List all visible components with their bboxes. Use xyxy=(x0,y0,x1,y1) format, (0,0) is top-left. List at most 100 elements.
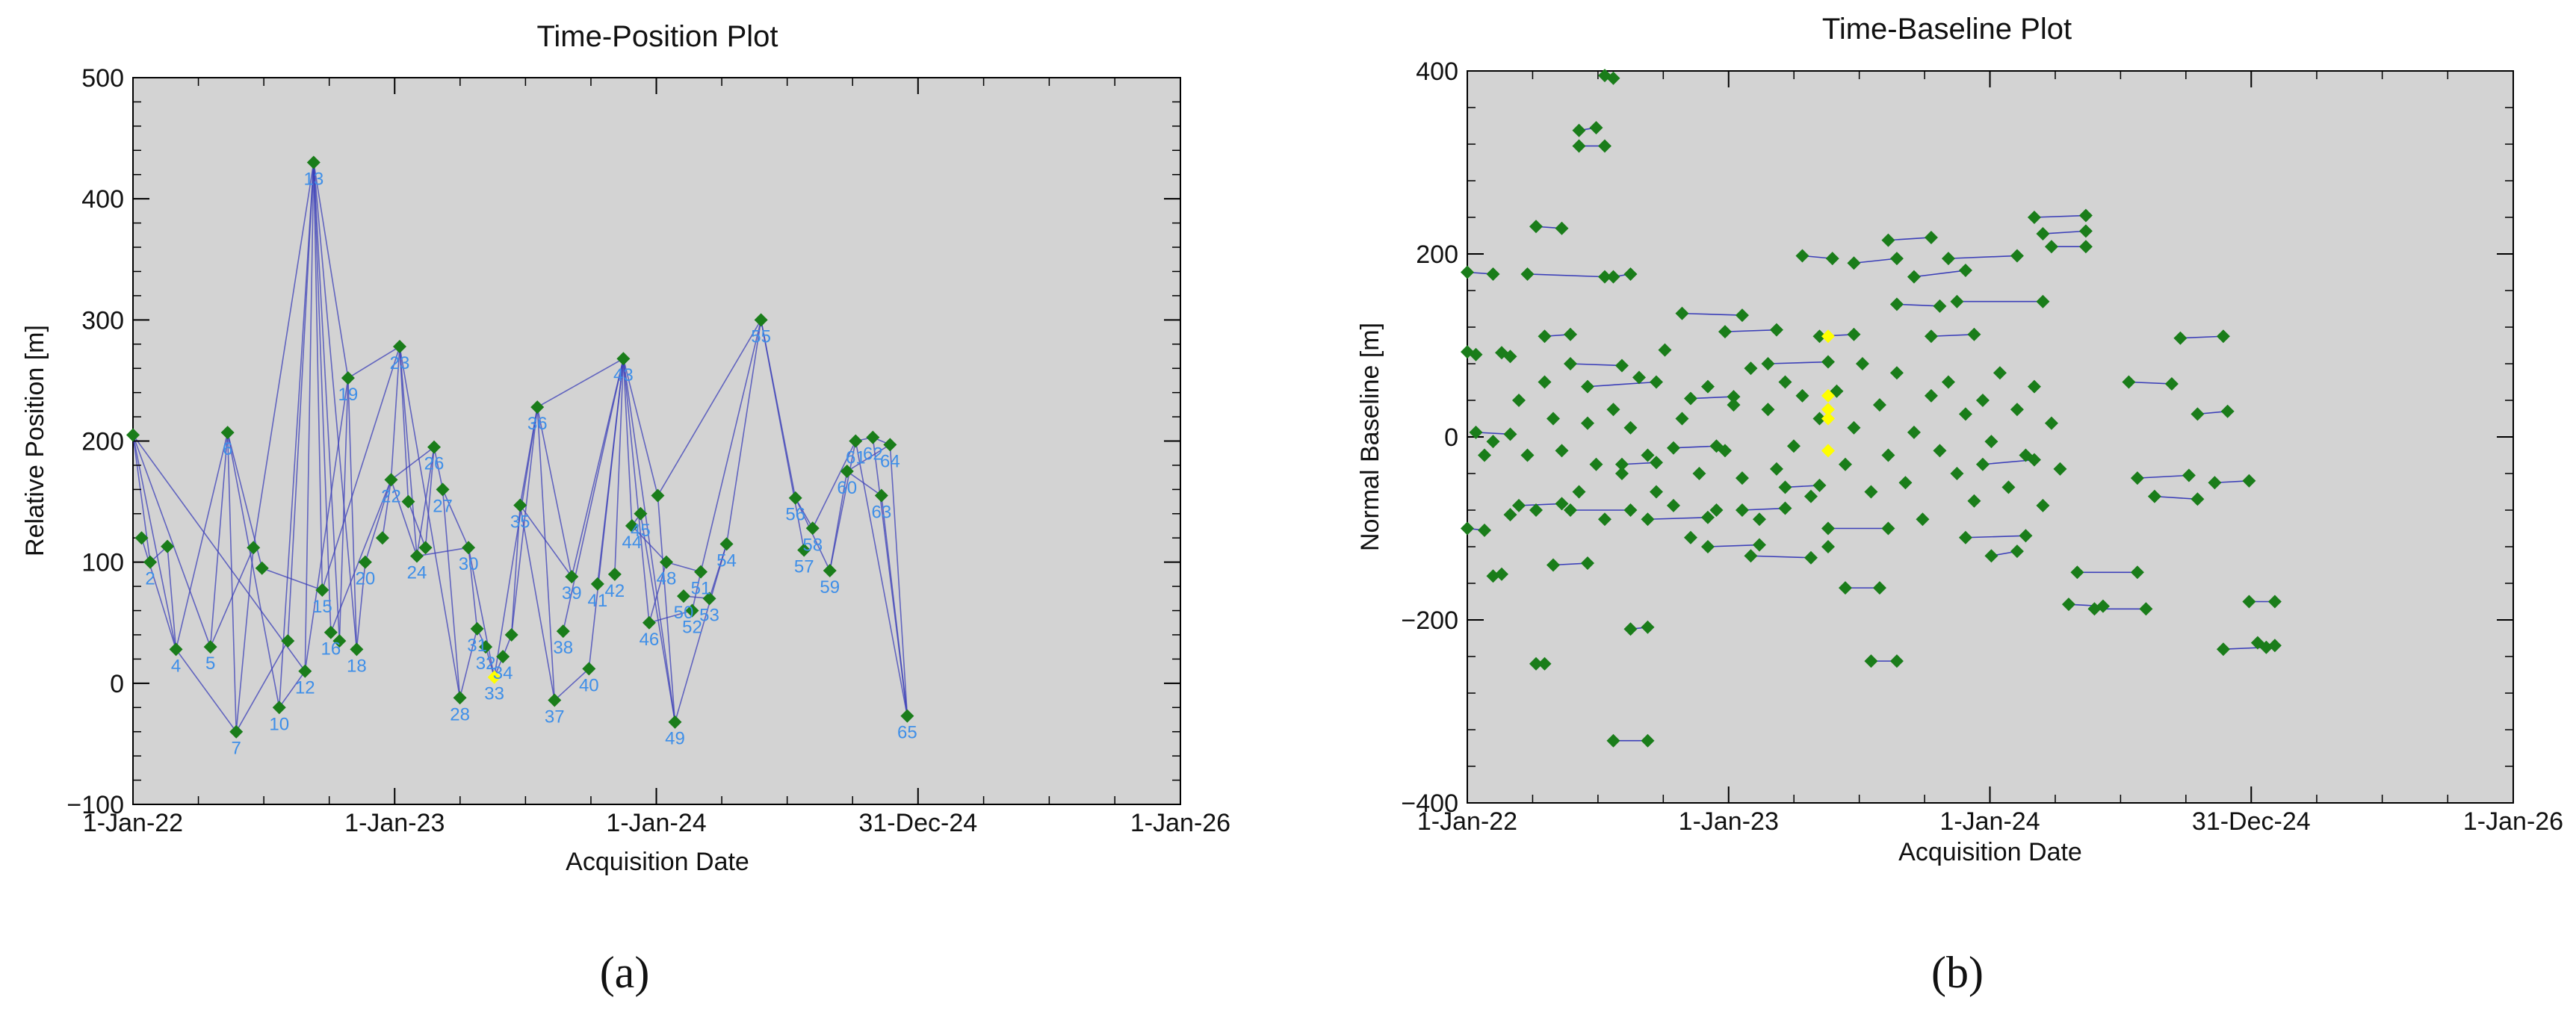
chart-a-xtick-label: 1-Jan-24 xyxy=(606,809,706,837)
chart-b-point xyxy=(1889,297,1904,311)
chart-a-edge xyxy=(279,671,306,708)
chart-a-ytick-label: 400 xyxy=(81,185,124,214)
chart-b-point xyxy=(1778,501,1792,515)
chart-a-edge xyxy=(416,547,469,557)
chart-b-point xyxy=(1907,270,1921,284)
chart-a-edge xyxy=(253,162,315,548)
chart-b-point xyxy=(2164,376,2179,391)
chart-a-title: Time-Position Plot xyxy=(536,20,778,53)
chart-a-edge xyxy=(140,537,177,650)
chart-a-edge xyxy=(235,547,255,732)
chart-b-point xyxy=(2061,598,2075,612)
chart-b-point xyxy=(1933,444,1947,458)
chart-a-point-label: 53 xyxy=(699,605,719,625)
chart-a-point xyxy=(607,567,622,581)
chart-b-point xyxy=(1718,444,1732,458)
chart-b-point xyxy=(2267,595,2282,609)
chart-a-edge xyxy=(519,504,572,577)
chart-a-edge xyxy=(313,162,358,650)
chart-a-edge xyxy=(622,359,659,496)
chart-b-point xyxy=(2087,602,2102,616)
chart-b-point xyxy=(2078,208,2093,223)
chart-a-edge xyxy=(390,446,435,481)
chart-a-edge xyxy=(167,546,177,650)
chart-a-point xyxy=(418,541,433,555)
chart-a-point-label: 37 xyxy=(545,707,565,727)
chart-b-point xyxy=(1700,540,1715,553)
chart-b-point xyxy=(1606,733,1620,748)
chart-b-title: Time-Baseline Plot xyxy=(1822,13,2072,46)
chart-b-point xyxy=(1494,567,1508,581)
chart-b-point xyxy=(1769,323,1783,337)
chart-a-point-label: 32 xyxy=(476,654,496,674)
chart-a-edge xyxy=(390,479,418,556)
chart-a-edge xyxy=(622,359,633,527)
chart-b-point xyxy=(2010,249,2024,263)
chart-b-pair-line xyxy=(1931,334,1975,338)
chart-a-point xyxy=(462,541,476,555)
chart-b-point xyxy=(1580,556,1594,571)
chart-a-edge xyxy=(132,435,211,648)
chart-b-point xyxy=(1967,494,1981,508)
chart-b-pair-line xyxy=(1854,258,1898,264)
chart-a-point xyxy=(453,691,467,705)
chart-b-ytick-label: 200 xyxy=(1416,240,1458,269)
chart-b-point xyxy=(2027,211,2041,224)
chart-b-point xyxy=(1580,379,1594,394)
chart-a-point-label: 33 xyxy=(484,684,504,704)
chart-a-point-label: 18 xyxy=(347,656,367,676)
chart-a-edge xyxy=(666,561,702,573)
chart-b-point xyxy=(1847,420,1861,435)
chart-b-point xyxy=(1597,139,1611,153)
chart-a-edge xyxy=(725,320,762,544)
chart-b-point xyxy=(2010,544,2024,559)
chart-b-point xyxy=(1666,441,1680,455)
chart-b-pair-line xyxy=(1965,535,2026,539)
chart-b-point xyxy=(1933,299,1947,313)
chart-b-xtick-label: 1-Jan-22 xyxy=(1417,807,1517,836)
chart-b-point xyxy=(1769,462,1783,476)
chart-b-point xyxy=(1649,456,1663,470)
chart-b-point xyxy=(1924,388,1938,403)
chart-b-point xyxy=(1623,503,1638,517)
chart-b-point xyxy=(2036,227,2050,241)
chart-b-point xyxy=(1916,512,1930,527)
chart-b-pair-line xyxy=(2034,214,2086,218)
chart-b-point xyxy=(1469,425,1483,439)
chart-b-point xyxy=(2216,642,2230,657)
chart-b-point xyxy=(2036,498,2050,512)
chart-a-point xyxy=(788,491,802,505)
chart-a-point xyxy=(668,715,682,729)
chart-a-point-label: 45 xyxy=(631,521,651,541)
chart-a-point xyxy=(719,537,734,551)
chart-b-point xyxy=(1864,485,1878,499)
chart-b-point xyxy=(1529,657,1543,671)
chart-b-point xyxy=(1623,622,1638,636)
chart-b-point xyxy=(2242,595,2256,609)
chart-a-point xyxy=(247,541,261,555)
chart-a-point-labels: 24 56710121315161918202223242627283031323… xyxy=(145,170,917,759)
chart-a-edge xyxy=(811,441,857,529)
chart-b-point xyxy=(2130,471,2144,485)
chart-a-ytick-label: 200 xyxy=(81,428,124,456)
chart-a-point-label: 55 xyxy=(751,326,771,347)
chart-a-point xyxy=(281,634,295,648)
chart-b-point xyxy=(2190,407,2205,421)
chart-a-edge xyxy=(881,495,908,716)
chart-b-point xyxy=(1511,498,1526,512)
chart-a-edge xyxy=(622,359,650,623)
chart-a-edge xyxy=(304,378,349,671)
chart-a-panel-label: (a) xyxy=(600,948,650,997)
chart-a-point xyxy=(427,440,442,454)
chart-a-point-label: 22 xyxy=(381,486,401,506)
chart-b-point xyxy=(1503,508,1517,522)
chart-a-edge xyxy=(407,501,427,548)
chart-b-point xyxy=(2001,480,2016,494)
chart-b-point xyxy=(1597,512,1611,527)
chart-b-pair-line xyxy=(1724,329,1777,332)
chart-b-pair-line xyxy=(2154,495,2198,500)
chart-a-edge xyxy=(614,359,625,574)
chart-a-ytick-label: 100 xyxy=(81,549,124,577)
chart-b-point xyxy=(1641,512,1655,527)
chart-b-point xyxy=(2019,448,2033,462)
